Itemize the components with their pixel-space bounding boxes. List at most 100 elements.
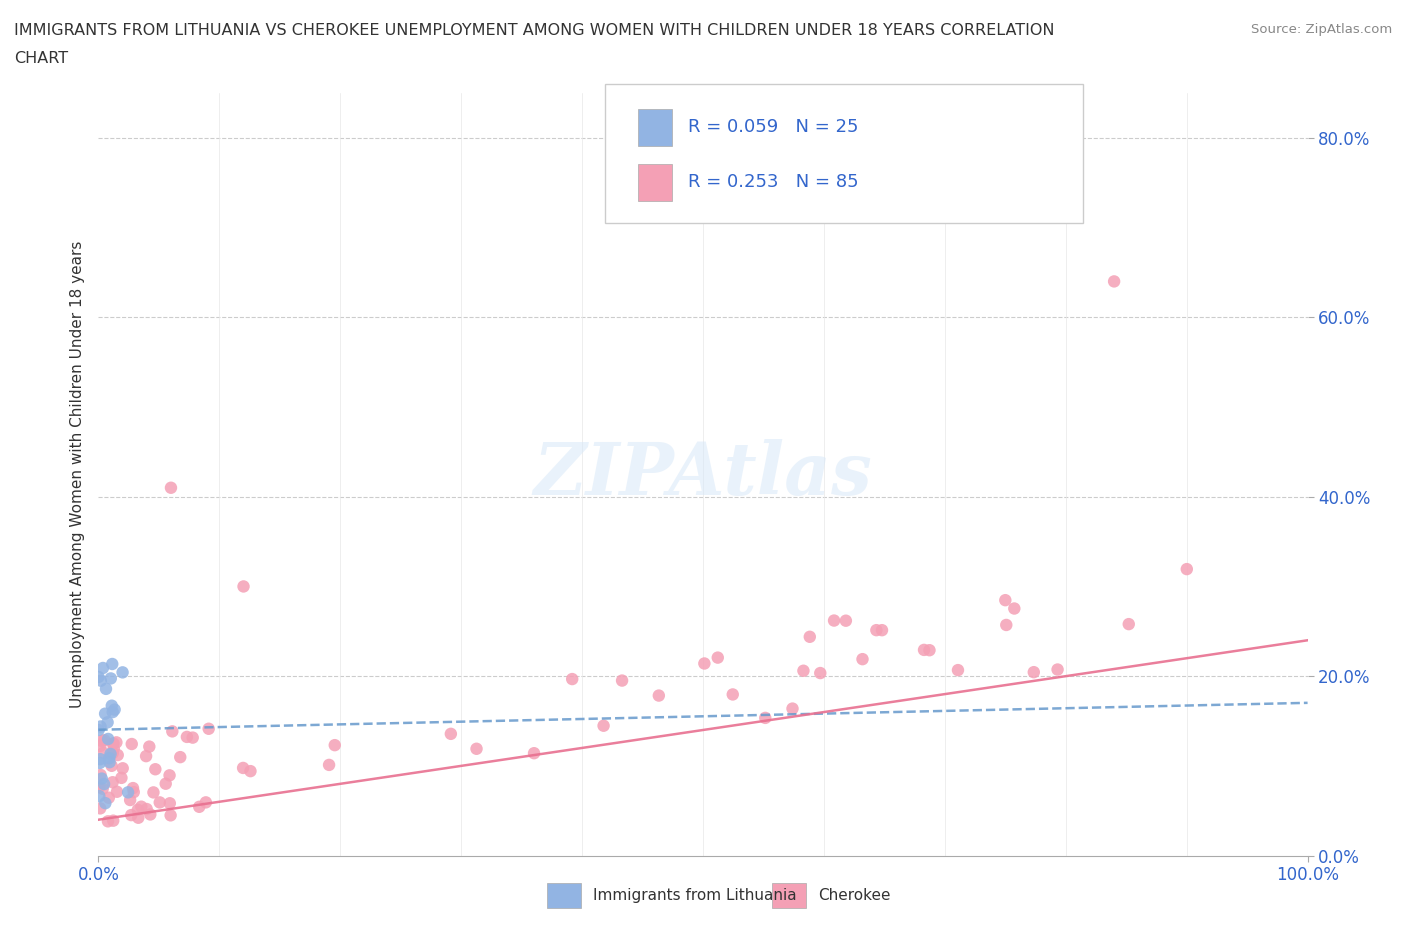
Point [162,724,184,738]
Text: R = 0.059   N = 25: R = 0.059 N = 25 [688,118,858,137]
Point [94,706,117,721]
Point [465,741,488,756]
Point [181,730,204,745]
Point [648,688,671,703]
Point [160,480,183,495]
Point [169,750,191,764]
Point [91,781,114,796]
Point [101,775,124,790]
Point [159,768,181,783]
Point [851,652,873,667]
Point [232,579,254,594]
Point [592,718,614,733]
Point [561,671,583,686]
Point [127,803,149,817]
Point [946,663,969,678]
Point [1102,274,1125,289]
Point [103,736,125,751]
Point [91,746,114,761]
Point [111,761,134,776]
Point [120,807,142,822]
Point [122,780,145,795]
Point [155,777,177,791]
Point [782,701,804,716]
Point [94,682,117,697]
Point [90,673,112,688]
Point [110,770,132,785]
Point [239,764,262,778]
Point [232,761,254,776]
Point [912,643,935,658]
Point [87,670,110,684]
Point [693,656,716,671]
Point [799,630,821,644]
Point [101,705,124,720]
Point [97,732,120,747]
Point [90,771,112,786]
Point [100,671,122,685]
Point [107,748,129,763]
Point [176,729,198,744]
Point [103,741,125,756]
Point [440,726,463,741]
Point [101,737,124,751]
Point [1022,665,1045,680]
Point [918,643,941,658]
Point [995,618,1018,632]
Text: Cherokee: Cherokee [818,887,891,903]
Point [90,734,112,749]
Point [93,733,115,748]
Point [139,807,162,822]
Point [142,785,165,800]
Point [523,746,546,761]
Point [159,796,181,811]
Point [89,755,111,770]
Point [120,792,142,807]
Point [135,749,157,764]
Point [97,790,120,805]
Point [835,613,858,628]
Point [792,663,814,678]
Point [100,758,122,773]
Point [90,767,112,782]
Point [194,795,217,810]
Point [94,796,117,811]
Point [101,657,124,671]
Point [89,801,111,816]
Text: ZIPAtlas: ZIPAtlas [534,439,872,510]
Point [100,747,122,762]
Point [121,737,143,751]
Point [97,814,120,829]
Point [131,799,153,814]
Point [1118,617,1140,631]
Point [105,784,128,799]
Text: IMMIGRANTS FROM LITHUANIA VS CHEROKEE UNEMPLOYMENT AMONG WOMEN WITH CHILDREN UND: IMMIGRANTS FROM LITHUANIA VS CHEROKEE UN… [14,23,1054,38]
Point [707,650,730,665]
Point [117,785,139,800]
Point [808,666,831,681]
Point [89,738,111,753]
Point [104,702,127,717]
Point [101,746,124,761]
Point [89,751,111,766]
Point [98,751,121,765]
Point [97,715,120,730]
Point [127,810,149,825]
Point [90,719,112,734]
Point [105,735,128,750]
Point [823,613,845,628]
Point [149,795,172,810]
Text: Immigrants from Lithuania: Immigrants from Lithuania [593,887,797,903]
Text: R = 0.253   N = 85: R = 0.253 N = 85 [688,173,858,192]
Point [994,592,1017,607]
Point [1002,601,1025,616]
Point [87,723,110,737]
Point [91,660,114,675]
Point [197,722,219,737]
Point [135,802,157,817]
Point [138,739,160,754]
Text: CHART: CHART [14,51,67,66]
Point [865,623,887,638]
Point [89,789,111,804]
Point [93,777,115,791]
